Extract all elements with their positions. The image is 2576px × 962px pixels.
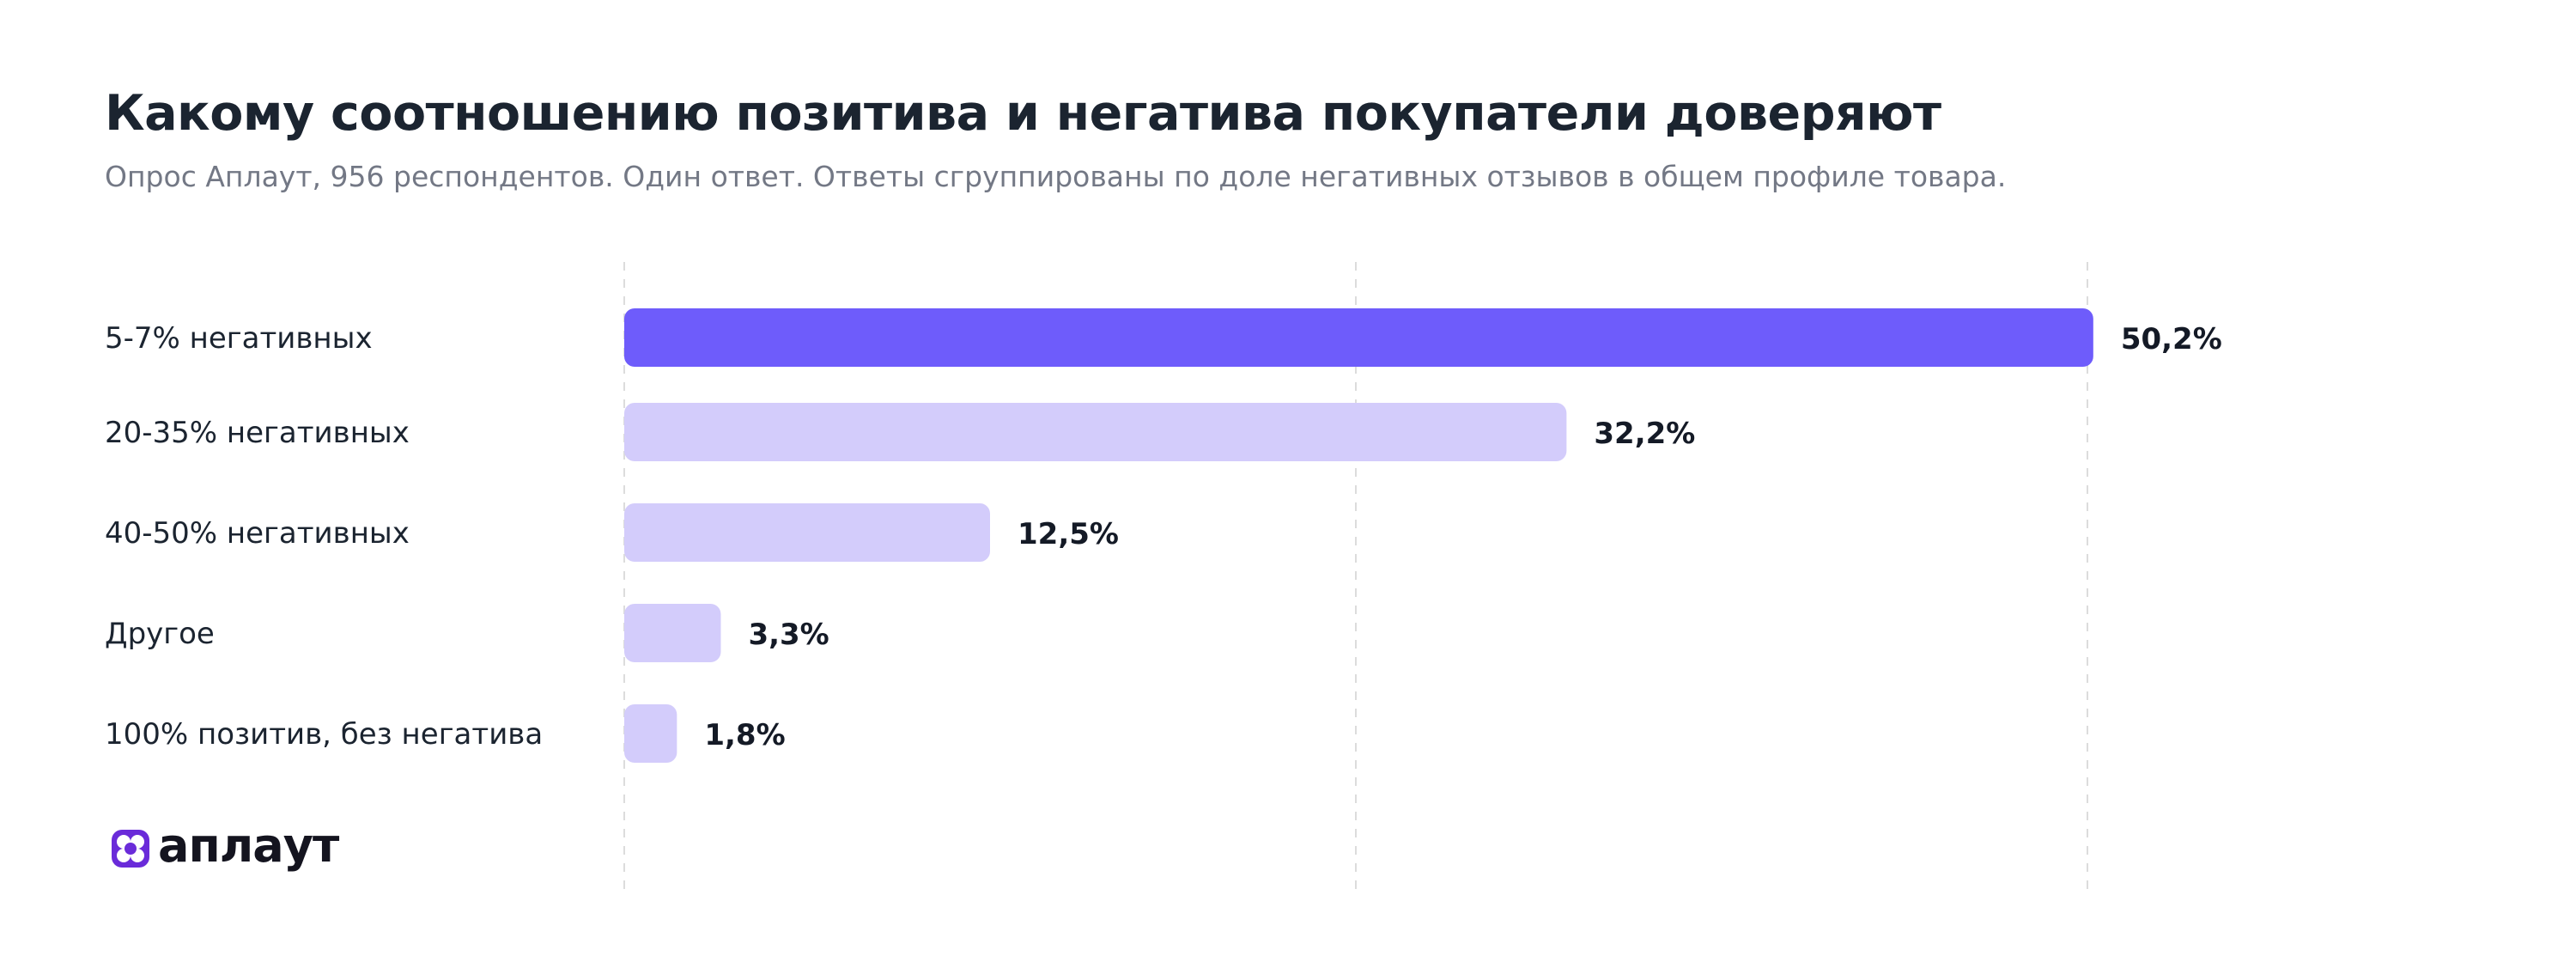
chart-bars: 5-7% негативных 50,2% 20-35% негативных 32,… [105, 308, 2222, 763]
category-label: 20-35% негативных [105, 416, 410, 450]
category-label: 5-7% негативных [105, 321, 373, 356]
data-label: 32,2% [1594, 417, 1695, 451]
aplaut-logo-icon [112, 830, 149, 868]
category-label: 100% позитив, без негатива [105, 717, 543, 752]
bar [624, 308, 2093, 367]
data-label: 3,3% [748, 618, 829, 652]
page-subtitle: Опрос Аплаут, 956 респондентов. Один отв… [105, 160, 2007, 193]
brand-logo: аплаут [108, 819, 339, 873]
bar [624, 704, 677, 763]
bar [624, 403, 1567, 461]
data-label: 50,2% [2121, 322, 2222, 356]
category-label: 40-50% негативных [105, 516, 410, 551]
bar [624, 604, 721, 662]
logo-text: аплаут [158, 819, 339, 873]
page-title: Какому соотношению позитива и негатива п… [105, 85, 1941, 142]
bar [624, 503, 990, 562]
data-label: 12,5% [1018, 517, 1119, 551]
chart-grid [623, 262, 2088, 898]
data-label: 1,8% [704, 718, 785, 752]
category-label: Другое [105, 617, 215, 651]
